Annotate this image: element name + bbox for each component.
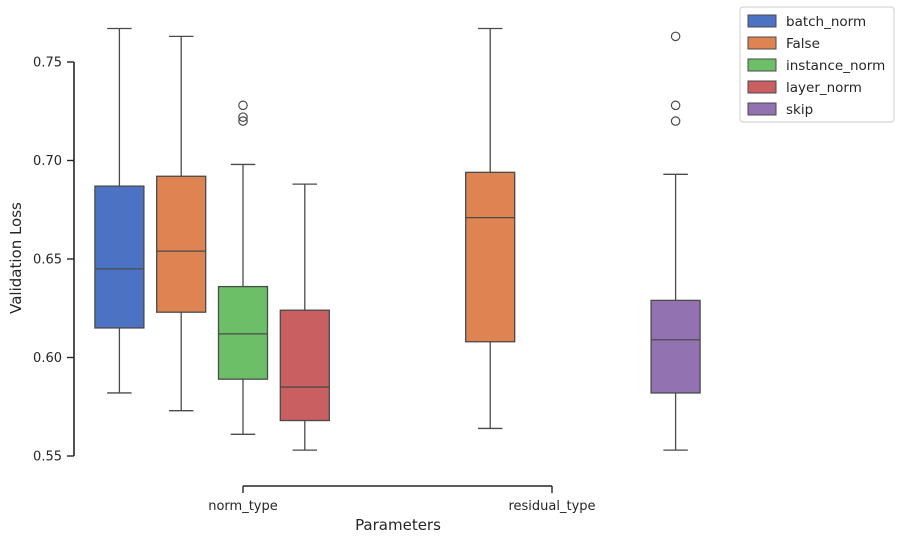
x-tick-label-0: norm_type (208, 499, 278, 514)
box-iqr (217, 285, 269, 380)
box-residual_type-False (465, 27, 516, 430)
outlier-point-0 (238, 116, 248, 126)
box-iqr (279, 309, 330, 422)
box-residual_type-skip (650, 31, 701, 451)
y-tick-label-0: 0.55 (33, 450, 62, 465)
x-axis-label: Parameters (355, 516, 441, 534)
outlier-point-0 (670, 116, 681, 126)
box-iqr (465, 171, 516, 343)
outlier-point-2 (670, 31, 681, 42)
box-norm_type-instance_norm (217, 100, 269, 435)
y-tick-label-1: 0.60 (33, 351, 62, 366)
y-axis-label: Validation Loss (7, 202, 25, 314)
legend-swatch-layer_norm (747, 80, 777, 94)
legend-label-False: False (786, 36, 820, 52)
x-axis: norm_type residual_type (208, 485, 596, 514)
box-iqr (650, 299, 701, 394)
box-iqr (94, 185, 145, 329)
box-norm_type-False (156, 35, 207, 412)
outlier-point-2 (238, 100, 248, 111)
legend-swatch-instance_norm (747, 58, 777, 72)
legend-label-batch_norm: batch_norm (786, 14, 866, 30)
x-tick-label-1: residual_type (508, 499, 595, 514)
outlier-point-1 (238, 112, 248, 122)
legend-swatch-skip (747, 102, 777, 116)
y-axis: 0.55 0.60 0.65 0.70 0.75 (33, 56, 75, 465)
legend-frame (739, 6, 895, 123)
box-series (94, 27, 701, 451)
box-iqr (156, 175, 207, 313)
y-tick-label-2: 0.65 (33, 253, 62, 268)
box-norm_type-layer_norm (279, 183, 330, 451)
legend: batch_norm False instance_norm layer_normsk… (739, 6, 895, 123)
legend-label-skip: skip (786, 102, 813, 118)
legend-label-instance_norm: instance_norm (786, 58, 885, 74)
legend-swatch-False (747, 36, 777, 50)
y-tick-label-4: 0.75 (33, 56, 62, 71)
outlier-point-1 (670, 100, 681, 111)
legend-label-layer_norm: layer_norm (786, 80, 862, 96)
y-tick-label-3: 0.70 (33, 154, 62, 169)
box-norm_type-batch_norm (94, 27, 145, 394)
legend-swatch-batch_norm (747, 14, 777, 28)
